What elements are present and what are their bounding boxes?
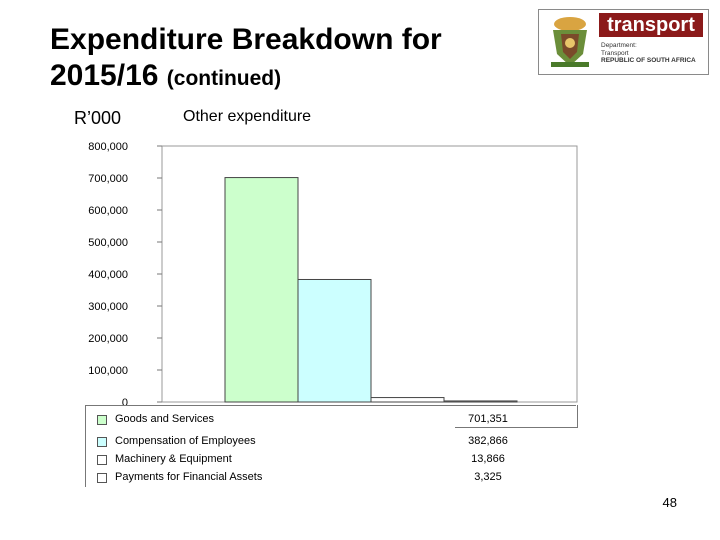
legend-label: Machinery & Equipment (115, 453, 232, 465)
legend-label: Goods and Services (115, 413, 215, 425)
legend-value: 13,866 (471, 453, 505, 465)
y-tick-label: 100,000 (88, 365, 128, 377)
legend-swatch (97, 455, 107, 465)
legend-border (85, 405, 576, 433)
legend-border-left (85, 432, 86, 487)
logo-line-3: REPUBLIC OF SOUTH AFRICA (601, 57, 696, 64)
legend-label: Payments for Financial Assets (115, 471, 263, 483)
y-tick-label: 300,000 (88, 301, 128, 313)
chart-title: Other expenditure (183, 108, 312, 125)
title-suffix: (continued) (166, 67, 282, 90)
logo-line-2: Transport (601, 49, 629, 57)
title-line-2: 2015/16 (continued) (50, 58, 442, 97)
legend-swatch (97, 473, 107, 483)
unit-label: R’000 (74, 108, 122, 128)
legend-label: Compensation of Employees (115, 435, 256, 447)
legend-value: 701,351 (468, 413, 508, 425)
logo-department-text: Department: Transport REPUBLIC OF SOUTH … (601, 42, 696, 65)
coat-of-arms-icon (551, 17, 589, 67)
y-tick-label: 800,000 (88, 141, 128, 153)
value-cell-border (455, 405, 578, 428)
logo-wordmark: transport (599, 13, 703, 37)
legend-swatch (97, 415, 107, 425)
legend-swatch (97, 437, 107, 447)
title-line-1: Expenditure Breakdown for (50, 23, 442, 56)
y-tick-label: 200,000 (88, 333, 128, 345)
slide-title: Expenditure Breakdown for 2015/16 (conti… (50, 22, 442, 97)
page-number: 48 (662, 495, 677, 510)
legend-table: Goods and Services 701,351 Compensation of… (85, 405, 578, 487)
bar-compensation-of-employees (297, 278, 372, 403)
y-tick-label: 700,000 (88, 173, 128, 185)
title-year: 2015/16 (50, 59, 159, 92)
legend-value: 382,866 (468, 435, 508, 447)
y-tick-label: 400,000 (88, 269, 128, 281)
department-logo: transport Department: Transport REPUBLIC… (538, 9, 709, 75)
y-tick-label: 0 (122, 397, 128, 409)
y-tick-label: 500,000 (88, 237, 128, 249)
bar-payments-for-financial-assets (443, 400, 518, 403)
logo-line-1: Department: (601, 42, 637, 49)
y-tick-label: 600,000 (88, 205, 128, 217)
bar-machinery-equipment (370, 397, 445, 403)
bar-goods-and-services (224, 177, 299, 403)
legend-value: 3,325 (474, 471, 502, 483)
